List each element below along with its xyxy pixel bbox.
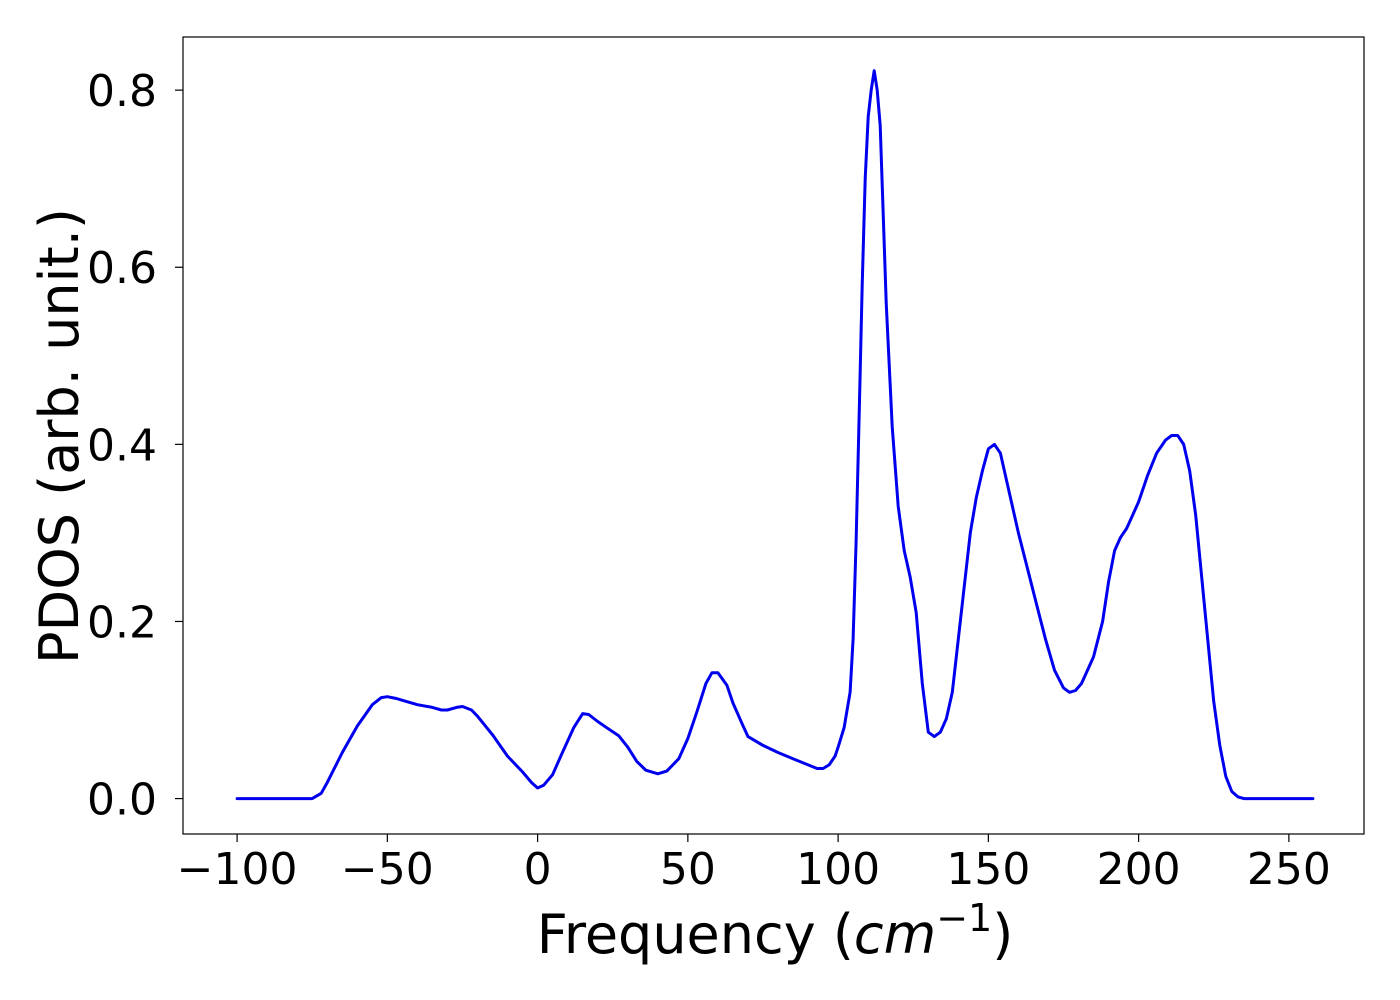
x-axis-ticks: −100 −50 0 50 100 150 200 250 (177, 834, 1331, 895)
series-layer (235, 69, 1315, 801)
x-axis-title-unit-exponent: −1 (936, 896, 992, 940)
x-axis-title-close: ) (992, 903, 1013, 966)
x-axis-title: Frequency (cm−1) (537, 896, 1014, 966)
y-axis-title: PDOS (arb. unit.) (28, 208, 91, 664)
y-axis-ticks: 0.0 0.2 0.4 0.6 0.8 (87, 66, 183, 826)
y-tick-label: 0.4 (87, 420, 157, 471)
x-tick-label: 50 (660, 844, 716, 895)
plot-border (182, 36, 1365, 835)
x-tick-label: 200 (1097, 844, 1181, 895)
y-tick-label: 0.2 (87, 597, 157, 648)
y-tick-label: 0.0 (87, 775, 157, 826)
x-axis-title-unit-base: cm (854, 903, 936, 966)
x-tick-label: 100 (796, 844, 880, 895)
x-tick-label: −50 (341, 844, 434, 895)
plot-frame (182, 36, 1365, 835)
x-axis-title-main: Frequency ( (537, 903, 854, 966)
pdos-line (235, 69, 1315, 801)
x-tick-label: 0 (524, 844, 552, 895)
y-tick-label: 0.6 (87, 243, 157, 294)
x-tick-label: −100 (177, 844, 298, 895)
y-tick-label: 0.8 (87, 66, 157, 117)
x-tick-label: 150 (946, 844, 1030, 895)
x-tick-label: 250 (1247, 844, 1331, 895)
